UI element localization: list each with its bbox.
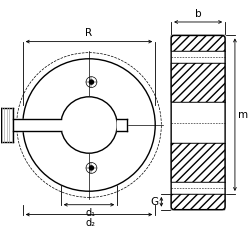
Circle shape — [61, 97, 117, 153]
Text: b: b — [195, 9, 202, 19]
Text: m: m — [238, 110, 248, 120]
Bar — [171, 194, 225, 210]
Circle shape — [23, 59, 155, 191]
Text: G: G — [150, 197, 158, 207]
Bar — [171, 36, 225, 210]
Bar — [171, 63, 225, 102]
Text: R: R — [86, 28, 92, 38]
Bar — [171, 36, 225, 51]
Bar — [1, 108, 13, 142]
Bar — [171, 144, 225, 182]
Bar — [117, 119, 127, 131]
Circle shape — [90, 80, 94, 84]
Circle shape — [90, 166, 94, 170]
Bar — [13, 119, 61, 131]
Text: d₁: d₁ — [85, 208, 95, 218]
Text: d₂: d₂ — [85, 218, 95, 228]
